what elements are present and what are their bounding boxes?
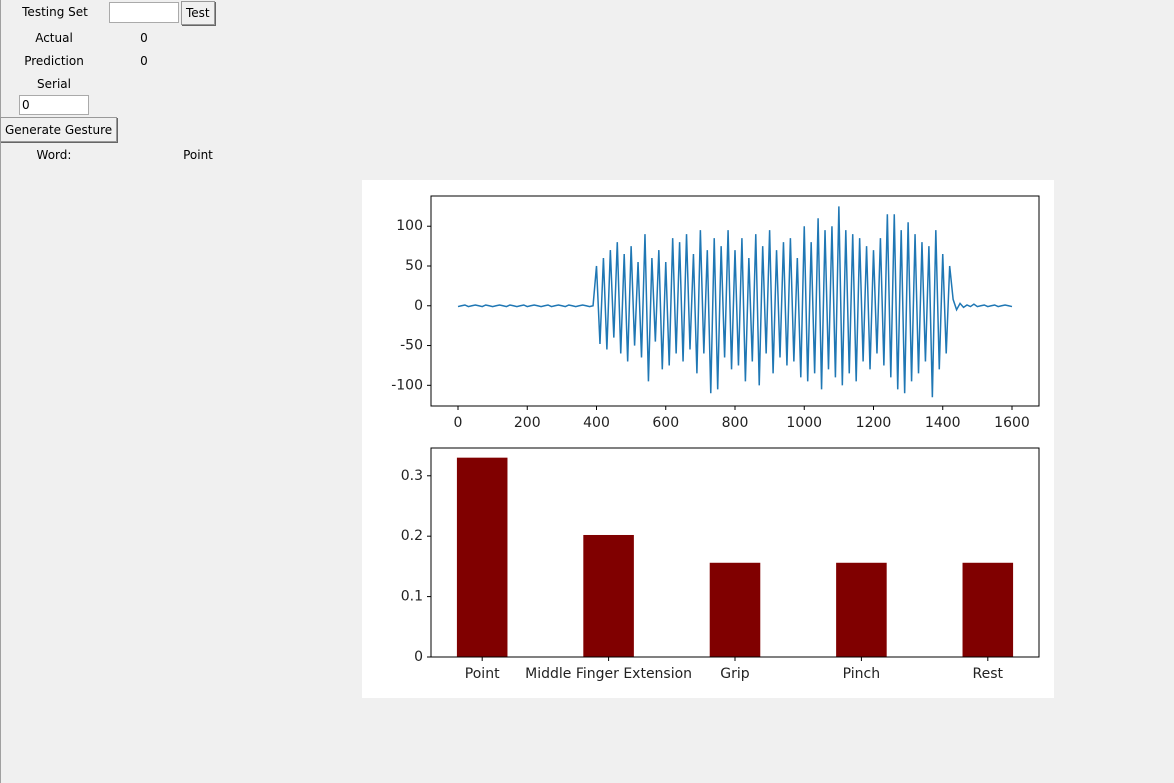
x-tick-label: 400 — [583, 415, 610, 431]
bar — [836, 562, 887, 657]
x-tick-label: 1200 — [856, 415, 892, 431]
actual-value: 0 — [140, 31, 148, 45]
y-tick-label: -50 — [400, 338, 423, 354]
x-tick-label: 1600 — [994, 415, 1030, 431]
y-tick-label: 50 — [405, 258, 423, 274]
x-tick-label: Grip — [720, 666, 749, 682]
x-tick-label: Middle Finger Extension — [525, 666, 692, 682]
y-tick-label: 100 — [396, 218, 423, 234]
serial-input[interactable] — [19, 95, 89, 115]
test-button[interactable]: Test — [181, 1, 215, 25]
testing-set-input[interactable] — [109, 2, 179, 23]
y-tick-label: -100 — [391, 377, 423, 393]
serial-label: Serial — [37, 77, 71, 91]
word-label: Word: — [36, 148, 72, 162]
y-tick-label: 0.3 — [401, 468, 423, 484]
x-tick-label: Point — [465, 666, 500, 682]
x-tick-label: 1000 — [786, 415, 822, 431]
x-tick-label: 0 — [454, 415, 463, 431]
axes-frame — [430, 447, 1040, 658]
y-tick-label: 0.1 — [401, 589, 423, 605]
word-value: Point — [183, 148, 213, 162]
prediction-value: 0 — [140, 54, 148, 68]
x-tick-label: 1400 — [925, 415, 961, 431]
bar — [962, 562, 1014, 657]
x-tick-label: Rest — [973, 666, 1004, 682]
y-tick-label: 0 — [414, 298, 423, 314]
prediction-label: Prediction — [24, 54, 84, 68]
generate-gesture-button[interactable]: Generate Gesture — [0, 117, 118, 142]
y-tick-label: 0.2 — [401, 528, 423, 544]
signal-line — [457, 206, 1013, 398]
bar — [456, 457, 508, 657]
actual-label: Actual — [35, 31, 73, 45]
y-tick-label: 0 — [414, 649, 423, 665]
x-tick-label: 800 — [722, 415, 749, 431]
testing-set-label: Testing Set — [22, 5, 88, 19]
window-edge — [0, 0, 1, 783]
x-tick-label: 600 — [652, 415, 679, 431]
x-tick-label: Pinch — [843, 666, 880, 682]
axes-frame — [430, 195, 1040, 407]
bar — [709, 562, 761, 657]
bar — [583, 534, 634, 657]
x-tick-label: 200 — [514, 415, 541, 431]
